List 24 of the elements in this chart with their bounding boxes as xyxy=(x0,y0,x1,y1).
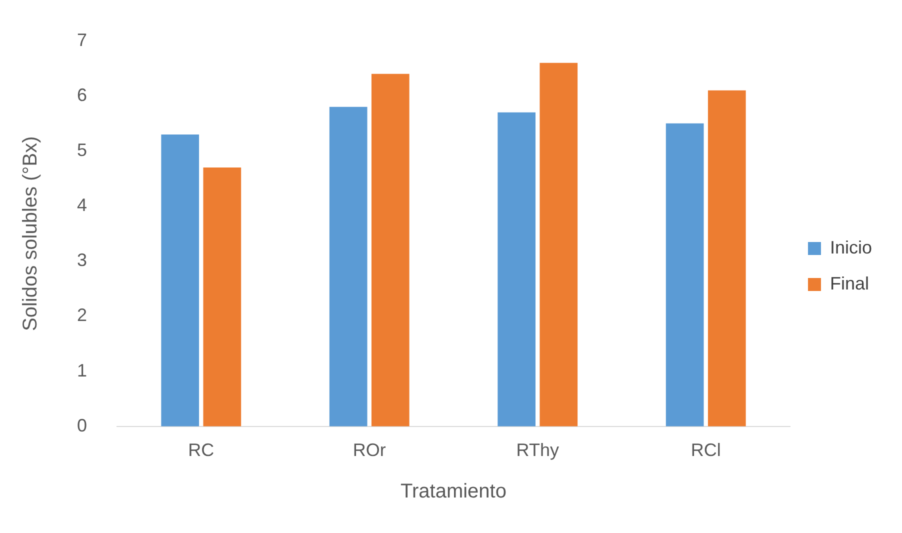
y-tick-label: 6 xyxy=(76,84,88,105)
y-axis-title: Solidos solubles (°Bx) xyxy=(20,136,42,331)
y-tick-label: 0 xyxy=(76,415,88,436)
y-tick-label: 2 xyxy=(76,305,88,326)
y-tick-label: 7 xyxy=(76,30,88,50)
bar xyxy=(329,106,368,426)
y-tick-label: 4 xyxy=(76,195,88,216)
x-tick-label: RC xyxy=(188,440,214,460)
x-tick-label: RCl xyxy=(690,440,721,460)
bar xyxy=(371,74,410,426)
x-axis-title: Tratamiento xyxy=(400,480,506,503)
legend-label: Inicio xyxy=(830,237,872,258)
bar xyxy=(708,90,746,426)
bar xyxy=(203,167,242,426)
y-tick-label: 1 xyxy=(76,360,88,380)
y-tick-label: 5 xyxy=(76,140,88,160)
x-tick-label: ROr xyxy=(352,440,386,460)
bar xyxy=(498,112,536,426)
bar xyxy=(666,123,704,426)
legend-label: Final xyxy=(830,273,869,294)
bar xyxy=(161,134,200,426)
y-tick-label: 3 xyxy=(76,250,88,270)
x-tick-label: RThy xyxy=(516,440,559,460)
bar xyxy=(540,62,578,426)
